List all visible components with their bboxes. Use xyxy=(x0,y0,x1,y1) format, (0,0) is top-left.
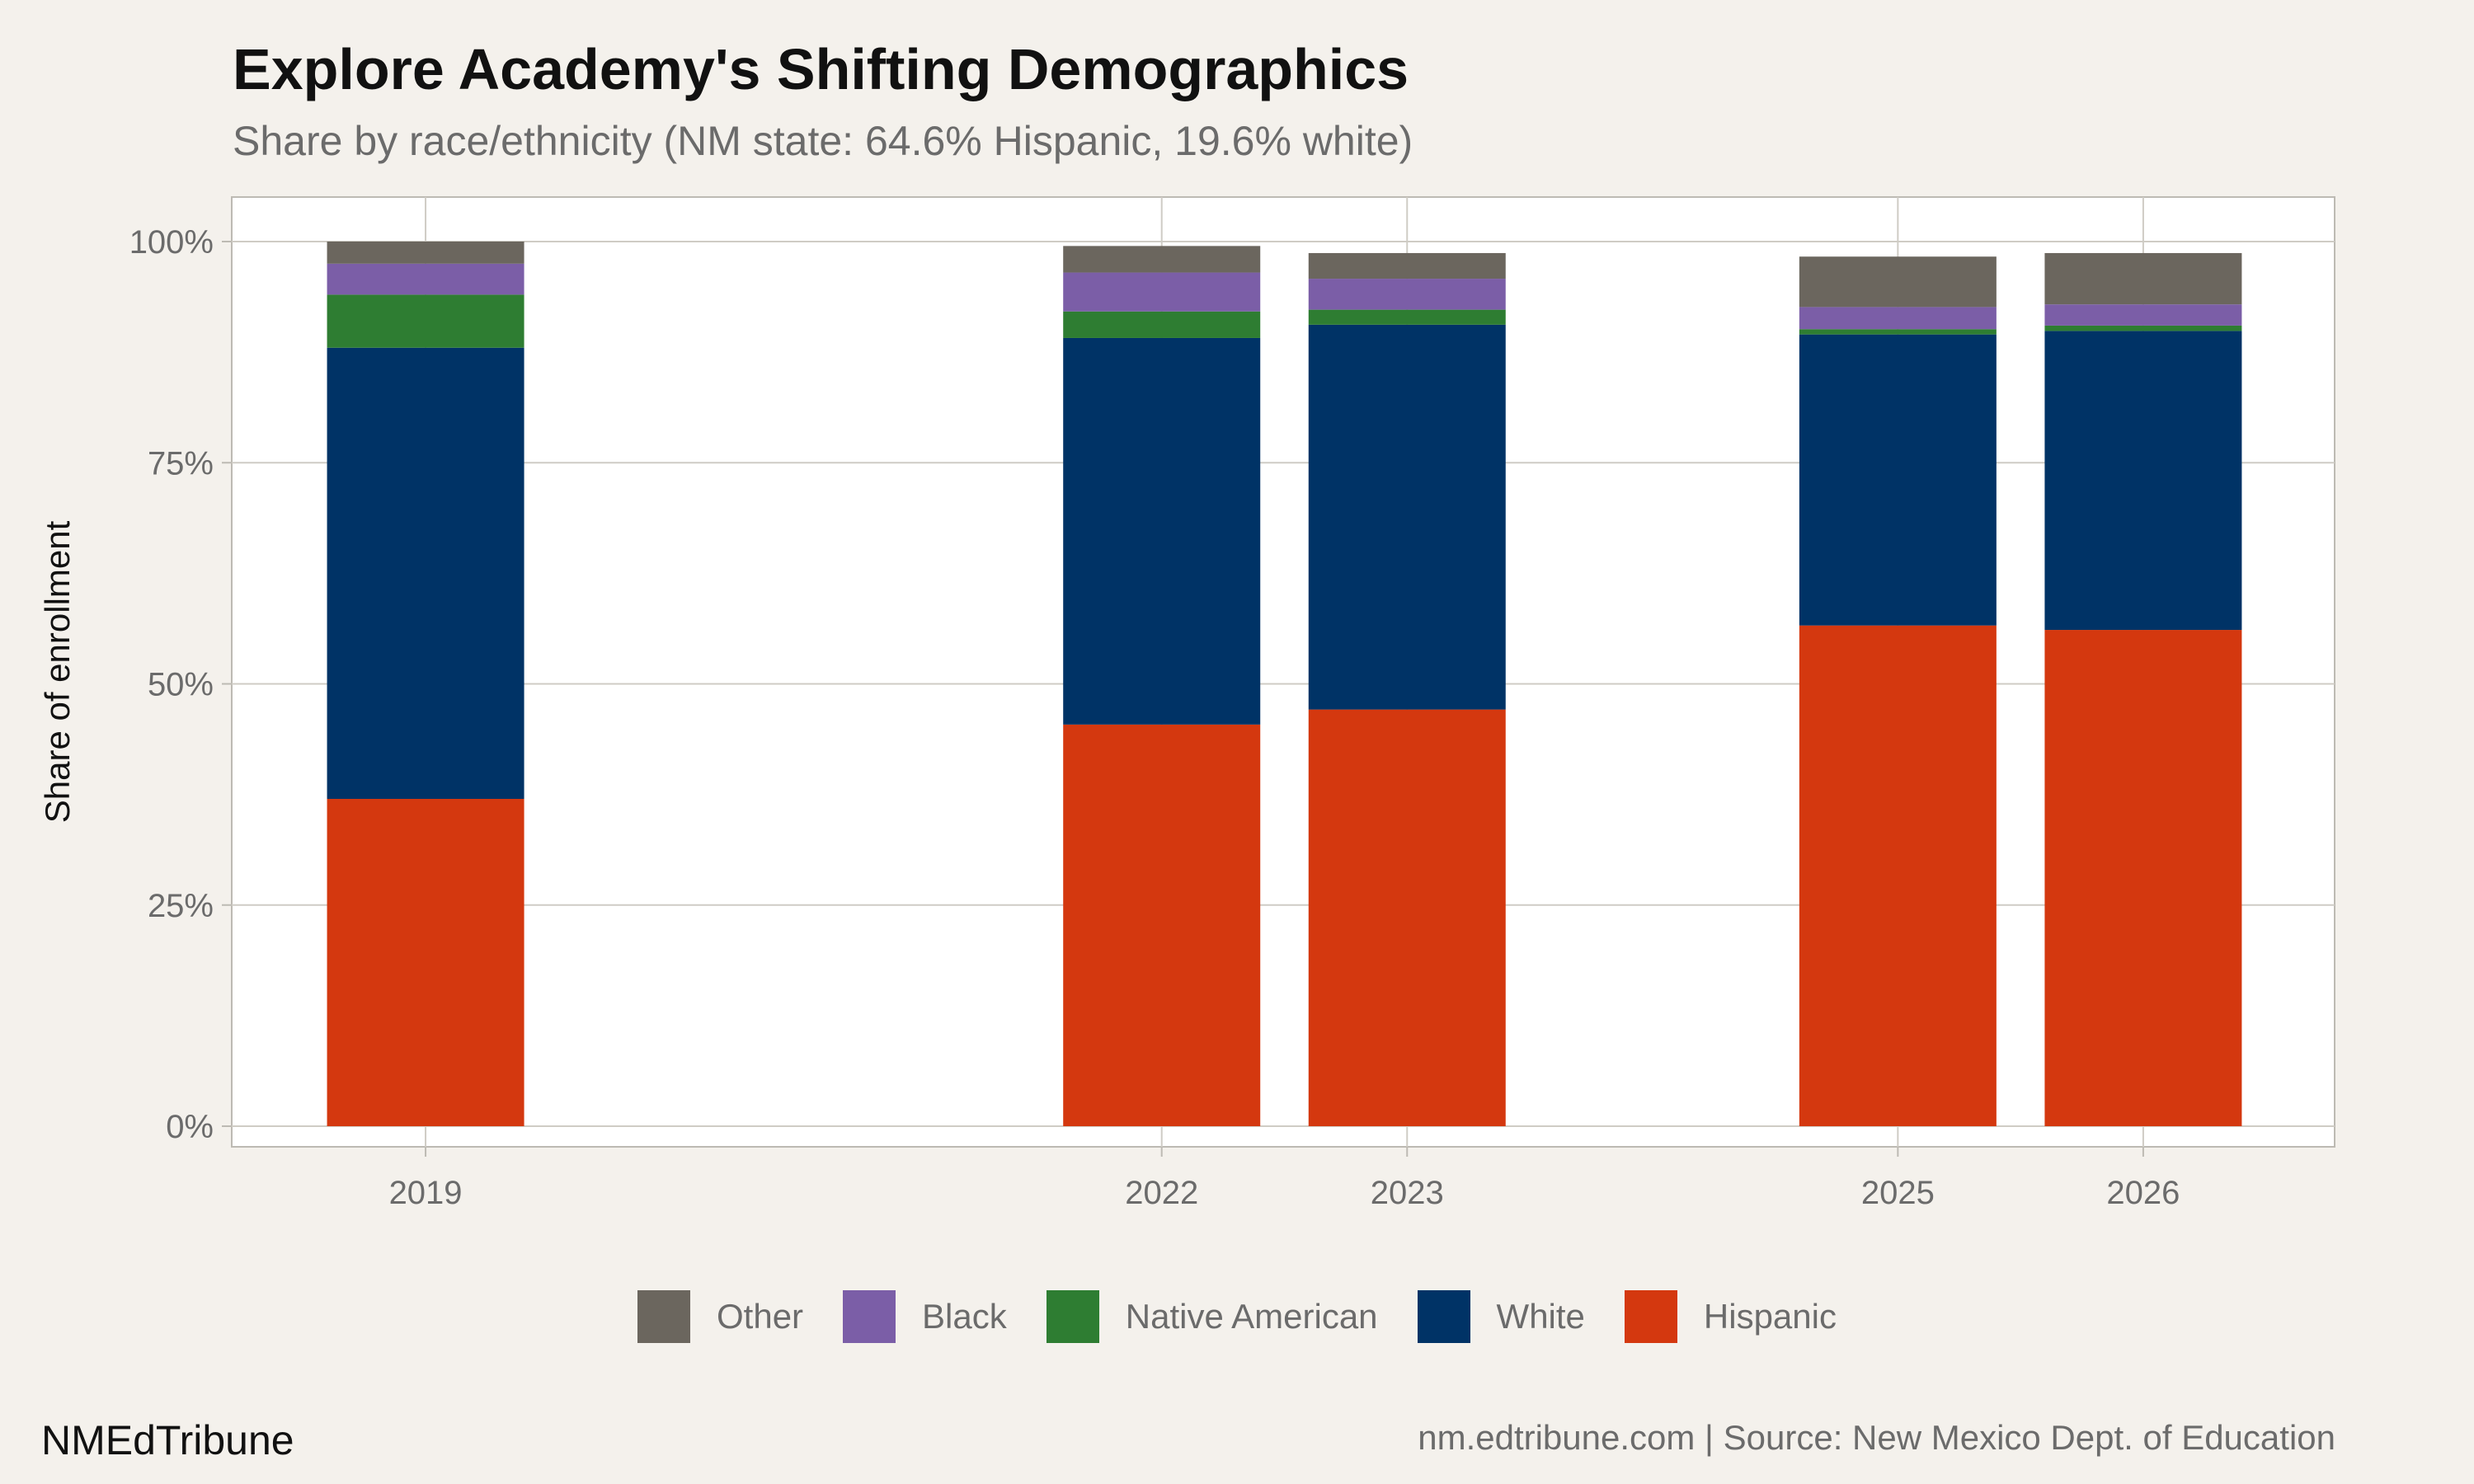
bar-segment-native-american-2022 xyxy=(1063,311,1261,338)
bar-segment-black-2026 xyxy=(2044,304,2242,326)
bar-segment-black-2019 xyxy=(327,263,524,295)
legend-swatch xyxy=(1046,1290,1099,1343)
chart-subtitle: Share by race/ethnicity (NM state: 64.6%… xyxy=(233,118,1413,164)
bar-segment-white-2023 xyxy=(1308,324,1506,710)
bar-segment-black-2023 xyxy=(1308,279,1506,310)
legend-item-hispanic: Hispanic xyxy=(1624,1290,1837,1343)
x-tick-label: 2022 xyxy=(1125,1175,1198,1211)
x-tick-label: 2023 xyxy=(1371,1175,1444,1211)
bar-segment-hispanic-2019 xyxy=(327,798,524,1126)
legend-label: White xyxy=(1496,1297,1585,1336)
bar-segment-hispanic-2026 xyxy=(2044,630,2242,1126)
bar-segment-native-american-2019 xyxy=(327,294,524,348)
legend-swatch xyxy=(1624,1290,1677,1343)
plot-panel xyxy=(231,196,2335,1148)
legend-label: Native American xyxy=(1125,1297,1378,1336)
bar-segment-other-2025 xyxy=(1799,256,1997,308)
legend-label: Hispanic xyxy=(1703,1297,1837,1336)
legend-item-native-american: Native American xyxy=(1046,1290,1378,1343)
legend-swatch xyxy=(637,1290,690,1343)
bar-segment-hispanic-2023 xyxy=(1308,709,1506,1126)
y-axis-label: Share of enrollment xyxy=(38,520,77,823)
y-tick-label: 75% xyxy=(148,445,214,481)
legend-item-other: Other xyxy=(637,1290,803,1343)
y-tick-label: 50% xyxy=(148,667,214,703)
legend-item-white: White xyxy=(1417,1290,1585,1343)
bar-segment-native-american-2025 xyxy=(1799,329,1997,335)
bar-segment-other-2026 xyxy=(2044,252,2242,305)
x-tick-label: 2019 xyxy=(389,1175,463,1211)
legend-item-black: Black xyxy=(843,1290,1007,1343)
bar-segment-white-2025 xyxy=(1799,334,1997,626)
legend-swatch xyxy=(843,1290,896,1343)
bar-segment-white-2026 xyxy=(2044,331,2242,631)
source-caption: nm.edtribune.com | Source: New Mexico De… xyxy=(1418,1418,2335,1457)
y-tick-label: 25% xyxy=(148,888,214,924)
bar-segment-native-american-2026 xyxy=(2044,325,2242,331)
bar-segment-hispanic-2022 xyxy=(1063,724,1261,1126)
legend-label: Black xyxy=(922,1297,1007,1336)
bar-segment-white-2019 xyxy=(327,347,524,799)
legend-label: Other xyxy=(717,1297,804,1336)
legend-swatch xyxy=(1417,1290,1470,1343)
bar-segment-black-2025 xyxy=(1799,307,1997,330)
x-tick-label: 2025 xyxy=(1861,1175,1935,1211)
y-tick-label: 100% xyxy=(129,224,214,261)
y-tick-label: 0% xyxy=(166,1109,214,1145)
bar-segment-white-2022 xyxy=(1063,337,1261,725)
x-tick-label: 2026 xyxy=(2106,1175,2180,1211)
legend: Other Black Native American White Hispanic xyxy=(0,1290,2474,1343)
bar-segment-other-2022 xyxy=(1063,246,1261,273)
bar-segment-other-2023 xyxy=(1308,252,1506,279)
bar-segment-native-american-2023 xyxy=(1308,309,1506,325)
chart-title: Explore Academy's Shifting Demographics xyxy=(233,37,1409,101)
bar-segment-other-2019 xyxy=(327,242,524,264)
brand-logo-text: NMEdTribune xyxy=(41,1417,294,1463)
bar-segment-hispanic-2025 xyxy=(1799,625,1997,1126)
bar-segment-black-2022 xyxy=(1063,272,1261,312)
